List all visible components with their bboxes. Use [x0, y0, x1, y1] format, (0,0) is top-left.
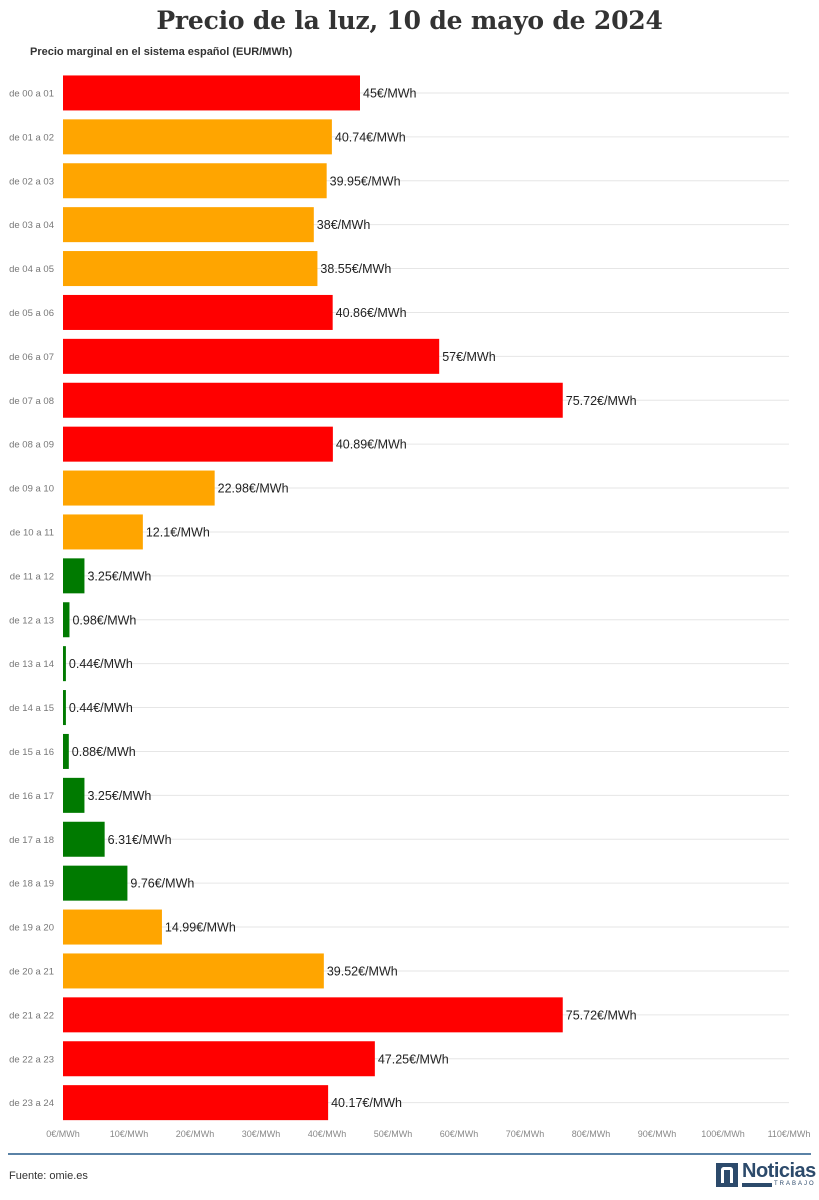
bar-de-15-a-16 [63, 733, 69, 769]
category-label: de 03 a 04 [9, 220, 54, 231]
bar-de-20-a-21 [63, 953, 324, 989]
category-label: de 13 a 14 [9, 659, 54, 670]
logo-mark-icon [716, 1163, 738, 1187]
category-label: de 21 a 22 [9, 1010, 54, 1021]
bar-de-05-a-06 [63, 294, 333, 330]
noticias-trabajo-logo: Noticias TRABAJO [716, 1160, 816, 1189]
data-label: 22.98€/MWh [218, 482, 289, 496]
bar-de-22-a-23 [63, 1041, 375, 1077]
bar-de-10-a-11 [63, 514, 143, 550]
x-tick-label: 10€/MWh [110, 1129, 149, 1139]
data-label: 40.86€/MWh [336, 306, 407, 320]
category-label: de 15 a 16 [9, 747, 54, 758]
data-label: 6.31€/MWh [108, 833, 172, 847]
category-label: de 02 a 03 [9, 176, 54, 187]
category-label: de 10 a 11 [10, 527, 54, 538]
data-label: 38.55€/MWh [320, 262, 391, 276]
x-tick-label: 100€/MWh [701, 1129, 745, 1139]
x-tick-label: 60€/MWh [440, 1129, 479, 1139]
bar-de-02-a-03 [63, 163, 327, 199]
category-label: de 01 a 02 [9, 132, 54, 143]
bar-de-04-a-05 [63, 251, 318, 287]
x-tick-label: 110€/MWh [768, 1129, 811, 1139]
category-label: de 14 a 15 [9, 703, 54, 714]
category-label: de 00 a 01 [9, 88, 54, 99]
category-label: de 07 a 08 [9, 396, 54, 407]
data-label: 39.95€/MWh [330, 174, 401, 188]
category-label: de 05 a 06 [9, 308, 54, 319]
bar-de-03-a-04 [63, 207, 314, 243]
chart-title: Precio de la luz, 10 de mayo de 2024 [156, 6, 663, 35]
data-label: 75.72€/MWh [566, 394, 637, 408]
data-label: 40.17€/MWh [331, 1096, 402, 1110]
category-label: de 19 a 20 [9, 923, 54, 934]
category-label: de 18 a 19 [9, 879, 54, 890]
data-label: 0.98€/MWh [72, 613, 136, 627]
bar-de-12-a-13 [63, 602, 70, 638]
x-tick-label: 40€/MWh [308, 1129, 347, 1139]
bar-de-13-a-14 [63, 646, 66, 682]
x-tick-label: 20€/MWh [176, 1129, 215, 1139]
category-label: de 17 a 18 [9, 835, 54, 846]
bar-de-00-a-01 [63, 75, 360, 111]
category-label: de 16 a 17 [9, 791, 54, 802]
data-label: 39.52€/MWh [327, 964, 398, 978]
category-label: de 09 a 10 [9, 484, 54, 495]
x-tick-label: 80€/MWh [572, 1129, 611, 1139]
data-label: 40.89€/MWh [336, 438, 407, 452]
data-label: 45€/MWh [363, 86, 417, 100]
data-label: 40.74€/MWh [335, 130, 406, 144]
data-label: 12.1€/MWh [146, 525, 210, 539]
data-label: 14.99€/MWh [165, 921, 236, 935]
data-label: 3.25€/MWh [87, 569, 151, 583]
bar-de-19-a-20 [63, 909, 162, 945]
data-label: 47.25€/MWh [378, 1052, 449, 1066]
bar-de-01-a-02 [63, 119, 332, 155]
bar-de-17-a-18 [63, 821, 105, 857]
data-label: 0.44€/MWh [69, 701, 133, 715]
data-label: 3.25€/MWh [87, 789, 151, 803]
bar-de-11-a-12 [63, 558, 85, 594]
x-tick-label: 30€/MWh [242, 1129, 281, 1139]
bar-de-09-a-10 [63, 470, 215, 506]
bar-de-08-a-09 [63, 426, 333, 462]
logo-sub: TRABAJO [774, 1181, 816, 1187]
bar-de-14-a-15 [63, 690, 66, 726]
source-note: Fuente: omie.es [9, 1170, 88, 1182]
bar-de-18-a-19 [63, 865, 128, 901]
category-label: de 23 a 24 [9, 1098, 54, 1109]
category-label: de 20 a 21 [9, 966, 54, 977]
data-label: 75.72€/MWh [566, 1008, 637, 1022]
category-label: de 11 a 12 [10, 571, 54, 582]
bar-de-07-a-08 [63, 382, 563, 418]
footer-divider [8, 1153, 811, 1155]
bar-de-16-a-17 [63, 777, 85, 813]
data-label: 38€/MWh [317, 218, 371, 232]
x-tick-label: 0€/MWh [46, 1129, 80, 1139]
category-label: de 08 a 09 [9, 440, 54, 451]
bar-chart: de 00 a 01 45€/MWh de 01 a 02 40.74€/MWh de … [9, 75, 811, 1139]
category-label: de 06 a 07 [9, 352, 54, 363]
category-label: de 12 a 13 [9, 615, 54, 626]
data-label: 9.76€/MWh [130, 877, 194, 891]
x-tick-label: 90€/MWh [638, 1129, 677, 1139]
data-label: 0.88€/MWh [72, 745, 136, 759]
bar-de-06-a-07 [63, 338, 440, 374]
logo-word: Noticias [742, 1160, 816, 1182]
data-label: 0.44€/MWh [69, 657, 133, 671]
x-tick-label: 50€/MWh [374, 1129, 413, 1139]
category-label: de 22 a 23 [9, 1054, 54, 1065]
category-label: de 04 a 05 [9, 264, 54, 275]
data-label: 57€/MWh [442, 350, 496, 364]
logo-bar [742, 1183, 772, 1187]
x-tick-label: 70€/MWh [506, 1129, 545, 1139]
bar-de-23-a-24 [63, 1085, 329, 1121]
chart-subtitle: Precio marginal en el sistema español (E… [30, 46, 293, 58]
bar-de-21-a-22 [63, 997, 563, 1033]
